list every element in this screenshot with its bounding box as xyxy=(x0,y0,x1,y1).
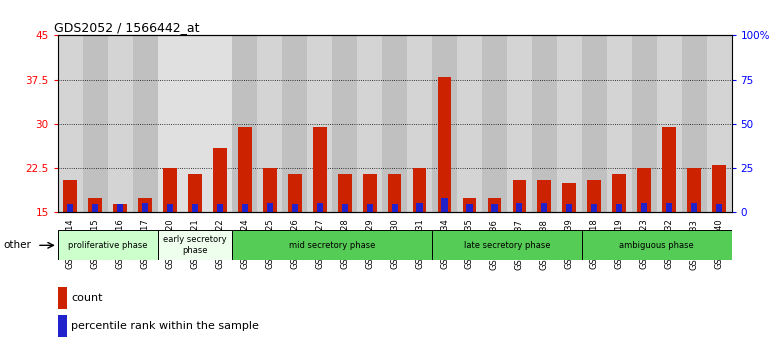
Text: GDS2052 / 1566442_at: GDS2052 / 1566442_at xyxy=(55,21,200,34)
Bar xyxy=(566,204,572,212)
Bar xyxy=(92,204,99,212)
Bar xyxy=(631,35,657,212)
Bar xyxy=(463,198,477,212)
Text: ambiguous phase: ambiguous phase xyxy=(619,241,694,250)
Bar xyxy=(487,198,501,212)
Bar xyxy=(607,35,631,212)
Bar xyxy=(707,35,732,212)
Bar xyxy=(391,204,398,212)
Bar xyxy=(338,174,352,212)
Bar xyxy=(207,35,233,212)
Bar xyxy=(517,202,523,212)
Bar xyxy=(163,168,177,212)
Bar xyxy=(113,204,127,212)
Bar xyxy=(367,204,373,212)
Bar xyxy=(108,35,132,212)
Bar xyxy=(242,204,248,212)
Bar xyxy=(233,230,432,260)
Bar xyxy=(507,35,532,212)
Bar xyxy=(307,35,332,212)
Bar xyxy=(716,204,722,212)
Bar xyxy=(588,180,601,212)
Bar xyxy=(213,148,227,212)
Bar xyxy=(432,35,457,212)
Bar xyxy=(58,315,68,337)
Bar xyxy=(63,180,77,212)
Bar xyxy=(142,202,148,212)
Bar xyxy=(132,35,158,212)
Text: late secretory phase: late secretory phase xyxy=(464,241,551,250)
Bar xyxy=(482,35,507,212)
Bar xyxy=(662,127,676,212)
Bar xyxy=(641,202,648,212)
Bar xyxy=(58,230,158,260)
Bar xyxy=(691,202,697,212)
Bar xyxy=(612,174,626,212)
Bar xyxy=(491,204,497,212)
Bar xyxy=(616,204,622,212)
Bar xyxy=(541,202,547,212)
Bar xyxy=(67,204,73,212)
Bar xyxy=(457,35,482,212)
Bar xyxy=(158,230,233,260)
Bar xyxy=(388,174,401,212)
Bar xyxy=(591,204,598,212)
Bar xyxy=(407,35,432,212)
Bar xyxy=(712,165,726,212)
Bar xyxy=(432,230,582,260)
Bar xyxy=(557,35,582,212)
Bar xyxy=(182,35,207,212)
Bar xyxy=(441,198,447,212)
Bar xyxy=(582,35,607,212)
Text: early secretory
phase: early secretory phase xyxy=(163,235,227,255)
Bar xyxy=(139,198,152,212)
Bar xyxy=(58,287,68,309)
Bar xyxy=(638,168,651,212)
Bar xyxy=(382,35,407,212)
Bar xyxy=(117,204,123,212)
Bar xyxy=(657,35,681,212)
Bar xyxy=(582,230,732,260)
Bar xyxy=(342,204,348,212)
Bar xyxy=(288,174,302,212)
Text: count: count xyxy=(71,293,102,303)
Bar xyxy=(467,204,473,212)
Text: mid secretory phase: mid secretory phase xyxy=(289,241,376,250)
Text: proliferative phase: proliferative phase xyxy=(68,241,147,250)
Bar xyxy=(316,202,323,212)
Bar xyxy=(188,174,202,212)
Bar xyxy=(413,168,427,212)
Bar xyxy=(666,202,672,212)
Bar xyxy=(562,183,576,212)
Bar xyxy=(167,204,173,212)
Text: percentile rank within the sample: percentile rank within the sample xyxy=(71,321,259,331)
Bar xyxy=(687,168,701,212)
Bar xyxy=(158,35,182,212)
Bar xyxy=(257,35,283,212)
Bar xyxy=(417,202,423,212)
Bar xyxy=(89,198,102,212)
Text: other: other xyxy=(4,240,32,250)
Bar xyxy=(82,35,108,212)
Bar xyxy=(357,35,382,212)
Bar xyxy=(532,35,557,212)
Bar xyxy=(238,127,252,212)
Bar xyxy=(263,168,276,212)
Bar xyxy=(363,174,377,212)
Bar xyxy=(332,35,357,212)
Bar xyxy=(217,204,223,212)
Bar xyxy=(313,127,326,212)
Bar xyxy=(266,202,273,212)
Bar xyxy=(537,180,551,212)
Bar xyxy=(233,35,257,212)
Bar xyxy=(513,180,526,212)
Bar xyxy=(58,35,82,212)
Bar xyxy=(681,35,707,212)
Bar xyxy=(283,35,307,212)
Bar xyxy=(437,77,451,212)
Bar xyxy=(192,204,198,212)
Bar xyxy=(292,204,298,212)
